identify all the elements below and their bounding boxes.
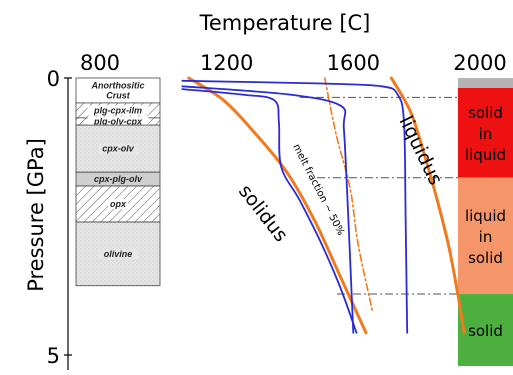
chart-title: Temperature [C] [199, 11, 371, 35]
layer-label-bg [108, 199, 128, 210]
dashdot-lines [300, 96, 458, 295]
phase-zone [458, 294, 513, 367]
layer-label-bg [87, 116, 149, 127]
phase-zone-label: liquid [465, 146, 506, 164]
column-layer-label: Crust [106, 90, 131, 100]
phase-zone-label: in [479, 125, 493, 143]
phase-zone-label: in [479, 228, 493, 246]
y-tick-label: 0 [47, 67, 60, 91]
phase-zone-label: liquid [465, 207, 506, 225]
x-tick-label: 1200 [200, 51, 253, 75]
column-layer-label: plg-olv-cpx [93, 116, 143, 126]
column-layer [75, 77, 161, 104]
layer-label-bg [87, 105, 149, 116]
x-tick-label: 2000 [453, 51, 506, 75]
layer-label-bg [97, 248, 139, 259]
column-layer-label: Anorthositic [91, 80, 145, 90]
cooling-path-1 [181, 88, 358, 334]
solidus-label: solidus [234, 181, 292, 247]
left-axis [64, 77, 72, 370]
column-layer-label: plg-cpx-ilm [93, 105, 142, 115]
x-tick-label: 1600 [327, 51, 380, 75]
column-layer [75, 185, 161, 223]
phase-zone-bar: solid in liquid liquid in solid solid [458, 78, 513, 367]
phase-zone-label: solid [468, 249, 503, 267]
layer-label-bg [97, 143, 139, 154]
x-tick-label: 800 [80, 51, 120, 75]
x-axis-tick-labels: 800 1200 1600 2000 [80, 51, 507, 75]
column-layer-label: cpx-olv [102, 144, 135, 154]
column-layer-label: cpx-plg-olv [94, 174, 143, 184]
phase-zone [458, 87, 513, 178]
phase-zone-label: solid [468, 104, 503, 122]
column-layer-label: opx [110, 199, 127, 209]
column-layer-label: olivine [104, 249, 133, 259]
liquidus-curve [389, 76, 466, 335]
cooling-path-3 [181, 79, 409, 334]
phase-zone [458, 177, 513, 295]
y-axis-label: Pressure [GPa] [24, 138, 48, 292]
solidus-curve [187, 76, 368, 335]
zone-cap [458, 78, 513, 88]
cooling-path-2 [181, 85, 355, 334]
y-tick-label: 5 [47, 344, 60, 368]
curves [181, 76, 466, 335]
melt-fraction-curve [324, 77, 374, 312]
phase-zone-label: solid [468, 322, 503, 340]
y-axis-tick-labels: 05 [47, 67, 60, 368]
